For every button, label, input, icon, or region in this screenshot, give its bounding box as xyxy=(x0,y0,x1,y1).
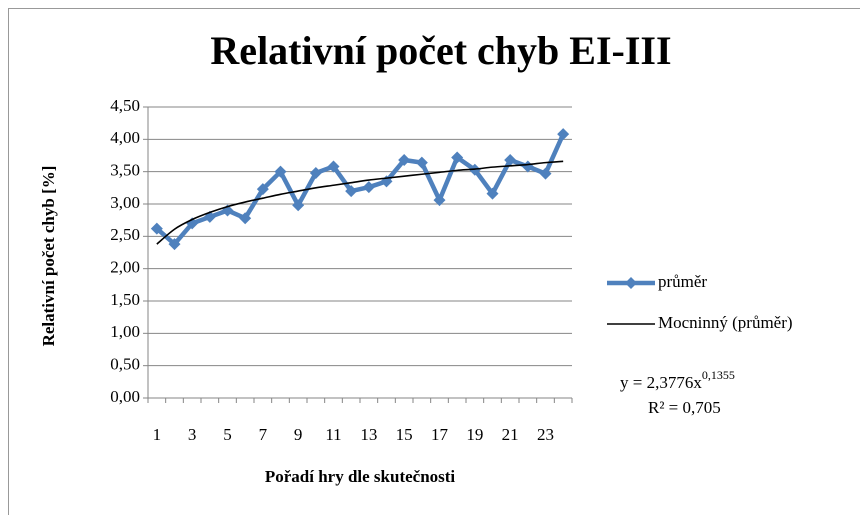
x-tick-label: 21 xyxy=(502,425,519,444)
y-tick-label: 2,00 xyxy=(110,258,140,277)
data-point xyxy=(362,181,375,194)
x-tick-label: 13 xyxy=(360,425,377,444)
data-point xyxy=(292,199,305,212)
data-point xyxy=(150,222,163,235)
data-point xyxy=(433,194,446,207)
data-point xyxy=(274,165,287,178)
x-tick-label: 1 xyxy=(153,425,162,444)
data-point xyxy=(504,154,517,167)
data-point xyxy=(309,166,322,179)
y-tick-label: 4,00 xyxy=(110,128,140,147)
x-axis-label: Pořadí hry dle skutečnosti xyxy=(265,467,456,486)
trend-equation: y = 2,3776x0,1355 xyxy=(620,368,735,392)
r-squared: R² = 0,705 xyxy=(648,398,721,417)
x-tick-label: 5 xyxy=(223,425,232,444)
data-point xyxy=(415,156,428,169)
data-point xyxy=(451,151,464,164)
data-point xyxy=(398,154,411,167)
data-point xyxy=(345,185,358,198)
y-tick-label: 1,00 xyxy=(110,322,140,341)
x-tick-label: 17 xyxy=(431,425,449,444)
x-tick-label: 11 xyxy=(325,425,341,444)
series-line xyxy=(156,160,564,245)
data-point xyxy=(327,160,340,173)
data-point xyxy=(239,212,252,225)
data-point xyxy=(486,187,499,200)
y-tick-label: 3,00 xyxy=(110,193,140,212)
equation-exponent: 0,1355 xyxy=(702,368,735,382)
x-tick-label: 23 xyxy=(537,425,554,444)
legend-label: Mocninný (průměr) xyxy=(658,313,793,332)
y-tick-label: 0,50 xyxy=(110,355,140,374)
equation: y = 2,3776x xyxy=(620,373,702,392)
x-tick-label: 19 xyxy=(466,425,483,444)
x-tick-label: 9 xyxy=(294,425,303,444)
legend-marker xyxy=(625,277,637,289)
data-point xyxy=(557,128,570,141)
y-tick-label: 1,50 xyxy=(110,290,140,309)
x-tick-label: 7 xyxy=(259,425,268,444)
y-tick-label: 3,50 xyxy=(110,161,140,180)
legend-label: průměr xyxy=(658,272,707,291)
y-tick-label: 4,50 xyxy=(110,96,140,115)
chart-border xyxy=(8,8,860,515)
data-point xyxy=(539,167,552,180)
y-tick-label: 0,00 xyxy=(110,387,140,406)
x-tick-label: 3 xyxy=(188,425,197,444)
y-tick-label: 2,50 xyxy=(110,225,140,244)
data-point xyxy=(256,183,269,196)
data-point xyxy=(168,238,181,251)
x-tick-label: 15 xyxy=(396,425,413,444)
y-axis-label: Relativní počet chyb [%] xyxy=(39,166,58,347)
chart-title: Relativní počet chyb EI-III xyxy=(210,28,671,73)
